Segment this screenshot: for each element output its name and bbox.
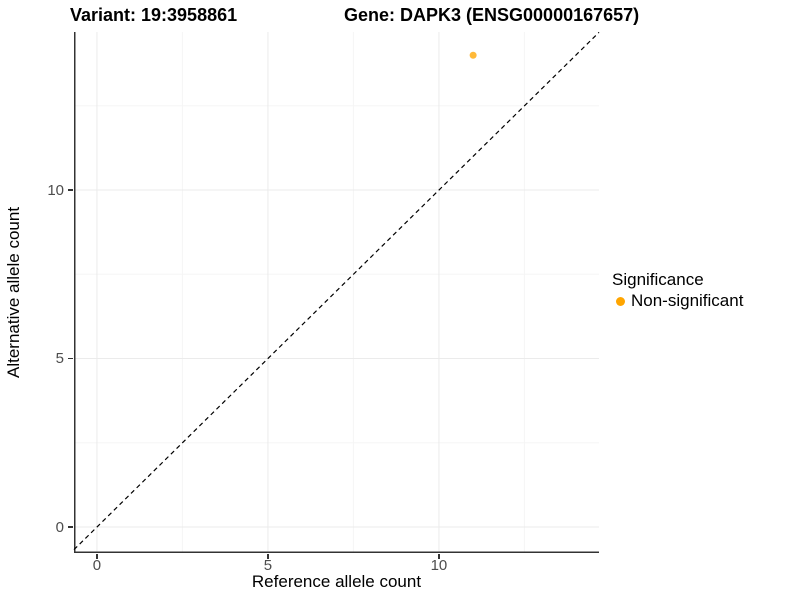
legend: Significance Non-significant <box>612 270 743 311</box>
y-tick-mark <box>68 526 73 528</box>
legend-key <box>612 293 629 310</box>
y-tick-label: 5 <box>55 350 64 368</box>
identity-line <box>73 31 600 551</box>
data-point <box>469 51 477 59</box>
y-tick-mark <box>68 357 73 360</box>
x-axis-title: Reference allele count <box>251 572 422 591</box>
plot-title-variant: Variant: 19:3958861 <box>70 5 238 25</box>
x-tick-label: 10 <box>430 557 448 574</box>
y-tick-label: 0 <box>55 518 64 536</box>
x-tick-mark <box>267 554 269 559</box>
y-axis-title: Alternative allele count <box>4 206 23 379</box>
x-tick-label: 0 <box>92 557 102 574</box>
y-tick-mark <box>68 189 73 191</box>
plot-title-gene: Gene: DAPK3 (ENSG00000167657) <box>344 5 640 25</box>
legend-key-dot-icon <box>616 296 625 306</box>
plot-canvas <box>73 31 600 553</box>
x-tick-label: 5 <box>263 557 273 574</box>
x-tick-mark <box>96 554 98 559</box>
plot-panel <box>73 31 600 553</box>
x-tick-mark <box>438 554 440 559</box>
y-tick-label: 10 <box>47 181 64 199</box>
legend-entries: Non-significant <box>612 291 743 311</box>
legend-title: Significance <box>612 270 704 289</box>
legend-entry-label: Non-significant <box>631 291 744 310</box>
legend-entry: Non-significant <box>612 291 743 311</box>
